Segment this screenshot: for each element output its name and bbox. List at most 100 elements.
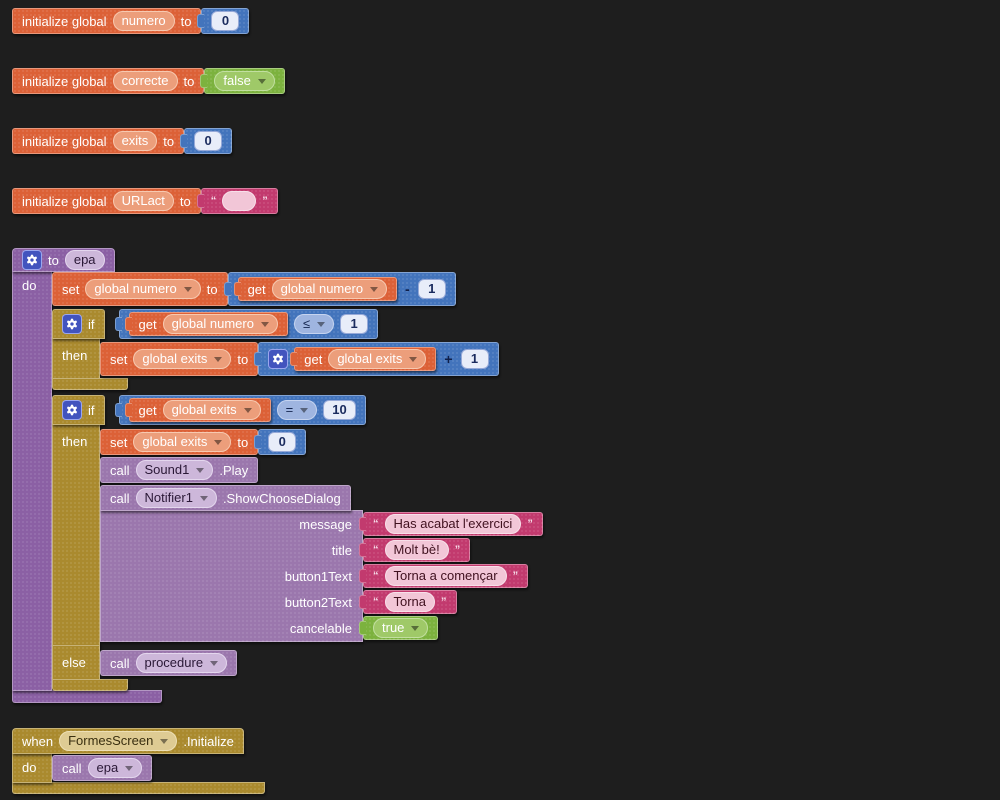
gear-icon[interactable] — [268, 349, 289, 369]
when-header[interactable]: when FormesScreen .Initialize — [12, 728, 244, 754]
procedure-dropdown[interactable]: procedure — [135, 653, 228, 673]
call-notifier-showchoosedialog-block[interactable]: call Notifier1 .ShowChooseDialog message… — [100, 485, 543, 642]
get-variable-block[interactable]: get global exits — [128, 398, 271, 422]
to-label: to — [237, 434, 249, 450]
then-label: then — [62, 348, 88, 363]
variable-dropdown[interactable]: global exits — [133, 349, 232, 369]
set-block-body[interactable]: set global exits to — [100, 429, 259, 455]
operator-dropdown[interactable]: = — [276, 400, 318, 420]
get-variable-block[interactable]: get global exits — [294, 347, 437, 371]
to-label: to — [237, 351, 249, 367]
comparison-block[interactable]: get global numero ≤ 1 — [118, 309, 379, 339]
number-value-block[interactable]: 0 — [201, 8, 250, 34]
to-label: to — [163, 133, 175, 149]
variable-name-field[interactable]: exits — [112, 131, 158, 151]
init-global-exits-block[interactable]: initialize global exits to 0 — [12, 128, 233, 154]
init-block-body[interactable]: initialize global URLact to — [12, 188, 201, 214]
else-spine: else — [52, 645, 100, 680]
logic-dropdown[interactable]: true — [373, 618, 429, 638]
subtract-block[interactable]: get global numero - 1 — [227, 272, 456, 306]
text-field[interactable]: Has acabat l'exercici — [384, 514, 522, 534]
get-variable-block[interactable]: get global numero — [128, 312, 288, 336]
gear-icon[interactable] — [62, 314, 82, 334]
text-field[interactable]: Torna — [384, 592, 436, 612]
close-quote-label: ” — [527, 518, 533, 530]
number-field[interactable]: 1 — [417, 279, 446, 299]
init-block-body[interactable]: initialize global numero to — [12, 8, 202, 34]
text-field[interactable]: Torna a començar — [384, 566, 507, 586]
text-field[interactable]: Molt bè! — [384, 540, 449, 560]
text-value-block[interactable]: “ Torna ” — [363, 590, 457, 614]
component-dropdown[interactable]: Notifier1 — [135, 488, 217, 508]
variable-name-field[interactable]: numero — [112, 11, 175, 31]
gear-icon[interactable] — [22, 250, 42, 270]
when-block-bottom — [12, 782, 265, 794]
add-block[interactable]: get global exits + 1 — [258, 342, 499, 376]
set-numero-statement[interactable]: set global numero to get global numero -… — [52, 272, 543, 306]
operator-dropdown[interactable]: ≤ — [293, 314, 335, 334]
variable-name-field[interactable]: correcte — [112, 71, 178, 91]
call-epa-block[interactable]: call epa — [52, 755, 153, 781]
notifier-header[interactable]: call Notifier1 .ShowChooseDialog — [100, 485, 351, 511]
method-label: .ShowChooseDialog — [222, 490, 341, 506]
variable-dropdown[interactable]: global exits — [328, 349, 427, 369]
text-value-block[interactable]: “ Has acabat l'exercici ” — [363, 512, 543, 536]
number-value-block[interactable]: 0 — [258, 429, 307, 455]
to-label: to — [180, 13, 192, 29]
component-dropdown[interactable]: Sound1 — [135, 460, 214, 480]
number-field[interactable]: 0 — [211, 11, 240, 31]
procedure-header[interactable]: to epa — [12, 248, 115, 272]
logic-dropdown[interactable]: false — [214, 71, 275, 91]
to-label: to — [179, 193, 191, 209]
number-field[interactable]: 1 — [340, 314, 369, 334]
text-value-block[interactable]: “ Molt bè! ” — [363, 538, 471, 562]
number-field[interactable]: 0 — [194, 131, 223, 151]
if-header[interactable]: if — [52, 309, 105, 339]
logic-value-block[interactable]: false — [204, 68, 285, 94]
init-block-body[interactable]: initialize global correcte to — [12, 68, 205, 94]
procedure-name-field[interactable]: epa — [64, 250, 105, 270]
init-block-body[interactable]: initialize global exits to — [12, 128, 185, 154]
to-label: to — [206, 281, 218, 297]
if-label: if — [88, 402, 95, 418]
procedure-dropdown[interactable]: epa — [87, 758, 143, 778]
variable-name-field[interactable]: URLact — [112, 191, 174, 211]
open-quote-label: “ — [373, 544, 379, 556]
set-exits-statement[interactable]: set global exits to get global e — [100, 339, 499, 379]
when-formesscreen-initialize-block[interactable]: when FormesScreen .Initialize do call ep… — [12, 728, 265, 794]
call-procedure-block[interactable]: call procedure — [100, 650, 238, 676]
variable-dropdown[interactable]: global exits — [162, 400, 261, 420]
component-dropdown[interactable]: FormesScreen — [59, 731, 178, 751]
text-value-block[interactable]: “ Torna a començar ” — [363, 564, 529, 588]
get-variable-block[interactable]: get global numero — [237, 277, 398, 301]
init-global-correcte-block[interactable]: initialize global correcte to false — [12, 68, 285, 94]
set-block-body[interactable]: set global numero to — [52, 272, 228, 306]
text-value-block[interactable]: “ ” — [200, 188, 278, 214]
gear-icon[interactable] — [62, 400, 82, 420]
if-header[interactable]: if — [52, 395, 105, 425]
procedure-definition-block[interactable]: to epa do set global numero to get — [12, 248, 543, 703]
param-label-message: message — [299, 516, 352, 532]
call-sound-play-block[interactable]: call Sound1 .Play — [100, 457, 259, 483]
variable-dropdown[interactable]: global numero — [85, 279, 201, 299]
init-global-numero-block[interactable]: initialize global numero to 0 — [12, 8, 250, 34]
number-field[interactable]: 0 — [268, 432, 297, 452]
set-block-body[interactable]: set global exits to — [100, 342, 259, 376]
if-numero-block[interactable]: if get global numero ≤ 1 — [52, 309, 543, 390]
if-exits-block[interactable]: if get global exits = 10 — [52, 395, 543, 691]
init-global-urlact-block[interactable]: initialize global URLact to “ ” — [12, 188, 278, 214]
set-exits-zero-statement[interactable]: set global exits to 0 — [100, 429, 543, 455]
variable-dropdown[interactable]: global exits — [133, 432, 232, 452]
variable-dropdown[interactable]: global numero — [162, 314, 278, 334]
comparison-block[interactable]: get global exits = 10 — [118, 395, 366, 425]
number-field[interactable]: 10 — [323, 400, 356, 420]
call-label: call — [110, 655, 130, 671]
number-field[interactable]: 1 — [460, 349, 489, 369]
when-label: when — [22, 733, 54, 749]
logic-value-block[interactable]: true — [363, 616, 439, 640]
plus-operator-label: + — [444, 351, 453, 367]
variable-dropdown[interactable]: global numero — [271, 279, 388, 299]
number-value-block[interactable]: 0 — [184, 128, 233, 154]
text-field[interactable] — [222, 191, 257, 211]
